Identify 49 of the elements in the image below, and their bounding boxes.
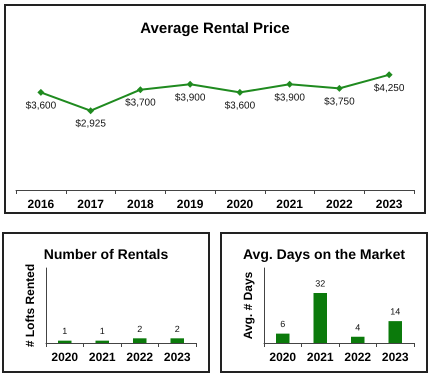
x-tick-label: 2020 [51,350,78,364]
y-axis-title: Avg. # Days [241,271,255,340]
x-tick-label: 2023 [164,350,191,364]
point [37,88,44,96]
point [286,80,294,88]
point [336,84,343,92]
x-tick-label: 2017 [77,197,104,211]
x-tick-label: 2018 [127,197,154,211]
data-label: 1 [62,326,68,336]
data-label: 1 [100,326,105,336]
bar [351,336,364,343]
data-label: 6 [280,319,286,330]
chart-title: Number of Rentals [44,246,168,262]
x-tick-label: 2021 [306,350,334,364]
x-tick-label: 2022 [126,350,154,364]
data-label: $3,900 [274,92,306,104]
point [87,107,94,114]
point [386,71,393,78]
x-tick-label: 2020 [269,350,296,364]
data-label: 2 [174,324,180,334]
chart-title: Avg. Days on the Market [242,246,406,262]
x-tick-label: 2016 [28,197,55,211]
x-tick-label: 2020 [226,197,254,211]
data-label: $3,600 [26,100,57,112]
x-tick-label: 2019 [176,197,204,211]
data-label: 32 [315,278,326,288]
data-label: $3,600 [224,100,256,112]
x-tick-label: 2022 [344,350,372,364]
point [186,80,194,88]
data-label: $3,750 [324,96,356,108]
point [136,86,144,94]
data-label: 4 [355,322,360,332]
bar [276,334,290,343]
data-label: $2,925 [75,118,106,130]
data-label: $4,250 [374,82,405,94]
x-tick-label: 2021 [276,197,304,211]
point [236,88,244,96]
y-axis-title: # Lofts Rented [23,264,37,348]
x-tick-label: 2021 [88,350,116,364]
x-tick-label: 2023 [376,197,403,211]
x-tick-label: 2023 [382,350,409,364]
data-label: $3,700 [125,98,156,109]
x-tick-label: 2022 [326,197,354,211]
bar [314,293,327,343]
data-label: 2 [137,324,142,334]
data-label: $3,900 [174,92,206,104]
chart-title: Average Rental Price [140,20,290,37]
data-label: 14 [390,306,400,317]
bar [388,321,402,343]
